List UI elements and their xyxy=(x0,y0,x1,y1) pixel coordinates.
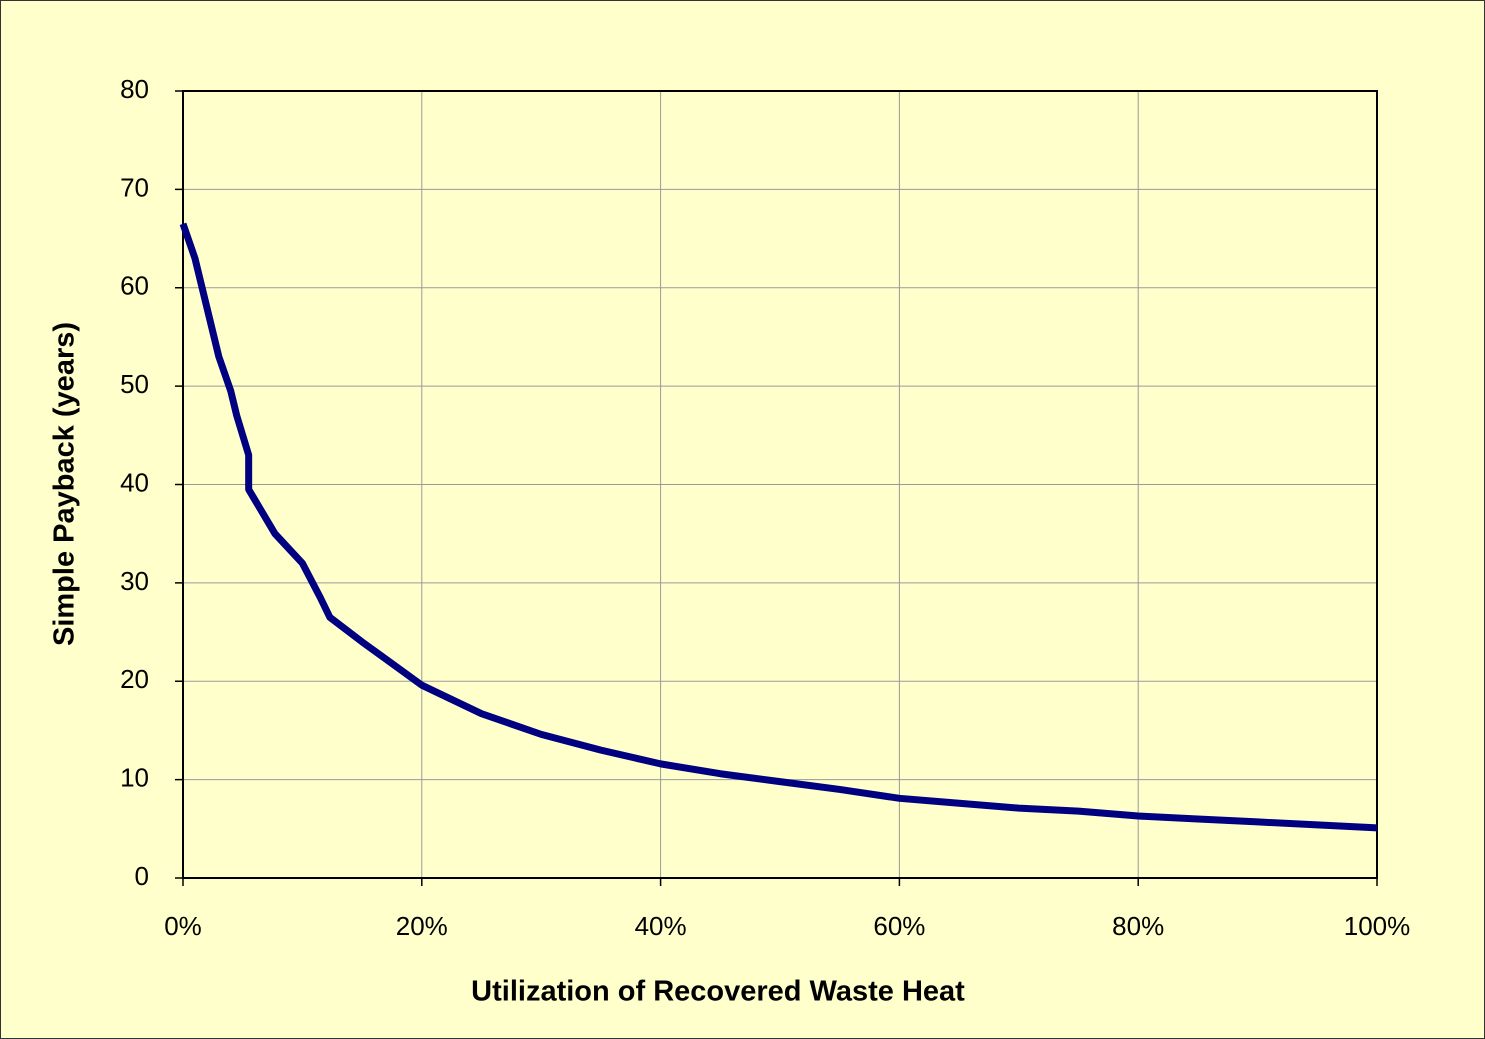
x-tick-label: 20% xyxy=(396,911,448,941)
x-tick-label: 0% xyxy=(164,911,202,941)
x-tick-label: 100% xyxy=(1344,911,1411,941)
y-tick-label: 20 xyxy=(120,664,149,694)
y-tick-label: 0 xyxy=(135,861,149,891)
y-axis-title: Simple Payback (years) xyxy=(49,322,81,646)
y-tick-label: 10 xyxy=(120,763,149,793)
y-tick-label: 70 xyxy=(120,172,149,202)
y-tick-label: 30 xyxy=(120,566,149,596)
y-tick-label: 60 xyxy=(120,271,149,301)
x-tick-label: 40% xyxy=(635,911,687,941)
x-tick-label: 80% xyxy=(1112,911,1164,941)
y-tick-label: 80 xyxy=(120,74,149,104)
x-axis-title: Utilization of Recovered Waste Heat xyxy=(471,976,965,1008)
plot-frame xyxy=(182,90,1378,879)
y-tick-label: 40 xyxy=(120,467,149,497)
y-tick-label: 50 xyxy=(120,369,149,399)
data-line xyxy=(179,222,1378,832)
x-tick-label: 60% xyxy=(873,911,925,941)
